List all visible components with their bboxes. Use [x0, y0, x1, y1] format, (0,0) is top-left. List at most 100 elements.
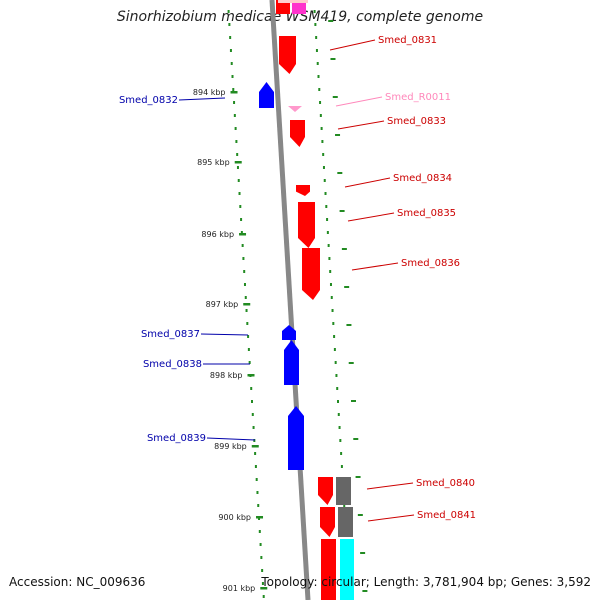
tick-dot-right [337, 400, 339, 403]
tick-dot-left [227, 10, 230, 13]
tick-dot-right [332, 322, 335, 325]
tick-dash-outer [339, 210, 345, 212]
tick-dot-left [239, 205, 242, 208]
gene-label-smed-0832: Smed_0832 [119, 95, 178, 106]
kbp-tick-label: 895 kbp [197, 158, 230, 167]
tick-dash-outer [328, 20, 334, 22]
kbp-tick-label: 898 kbp [210, 371, 243, 380]
summary-text: Topology: circular; Length: 3,781,904 bp… [261, 575, 591, 589]
tick-dot-right [323, 179, 326, 182]
tick-dot-right [329, 270, 332, 273]
kbp-tick-label: 899 kbp [214, 442, 247, 451]
tick-dot-left [229, 36, 232, 39]
tick-dot-left [253, 439, 256, 442]
tick-dot-right [315, 36, 318, 39]
tick-dot-right [319, 101, 322, 104]
gene-glyph-smed-r0011 [288, 106, 302, 112]
leader-line-smed-0834 [344, 177, 391, 188]
tick-dot-left [230, 62, 233, 65]
tick-dot-right [337, 413, 340, 416]
leader-line-smed-0836 [351, 262, 399, 271]
tick-dot-left [243, 283, 246, 286]
tick-dot-right [339, 439, 342, 442]
tick-dot-right [333, 335, 336, 338]
tick-dot-right [330, 296, 333, 299]
gene-label-smed-0835: Smed_0835 [397, 208, 456, 219]
gene-partial-top-light [278, 0, 308, 3]
tick-dash-outer [346, 324, 352, 326]
tick-dot-right [331, 309, 334, 312]
tick-dot-left [245, 309, 248, 312]
tick-dash-outer [357, 514, 363, 516]
backbone-line [269, 0, 311, 600]
gene-glyph-smed-0836 [302, 248, 320, 300]
tick-dot-left [262, 595, 265, 598]
tick-dot-left [256, 491, 259, 494]
tick-dot-left [240, 231, 243, 234]
tick-dash-outer [344, 286, 350, 288]
tick-dot-left [237, 179, 240, 182]
gene-label-smed-0834: Smed_0834 [393, 173, 452, 184]
tick-dot-left [231, 75, 234, 78]
tick-dot-left [246, 322, 249, 325]
leader-line-smed-0839 [206, 437, 256, 441]
leader-line-smed-0841 [367, 514, 415, 522]
tick-dash-outer [337, 172, 343, 174]
tick-dot-left [229, 49, 232, 52]
tick-dash-outer [332, 96, 338, 98]
tick-dot-right [335, 374, 338, 377]
tick-dash-outer [360, 552, 366, 554]
tick-dot-left [254, 465, 257, 468]
gene-glyph-smed-0832 [259, 82, 274, 108]
gene-glyph-smed-0838 [284, 340, 299, 385]
tick-dot-left [233, 101, 236, 104]
tick-dot-right [328, 257, 331, 260]
tick-dot-left [261, 569, 264, 572]
kbp-tick-mark [239, 233, 247, 236]
leader-line-smed-r0011 [335, 96, 383, 107]
tick-dot-left [248, 361, 251, 364]
leader-line-smed-0837 [200, 333, 249, 336]
tick-dash-outer [341, 248, 347, 250]
tick-dot-left [259, 543, 262, 546]
tick-dot-left [254, 452, 257, 455]
kbp-tick-mark [251, 445, 259, 448]
tick-dot-left [257, 504, 260, 507]
map-title: Sinorhizobium medicae WSM419, complete g… [116, 9, 484, 25]
gene-label-smed-0837: Smed_0837 [141, 329, 200, 340]
leader-line-smed-0840 [366, 482, 414, 490]
tick-dot-left [232, 88, 235, 91]
gene-label-smed-0831: Smed_0831 [378, 35, 437, 46]
kbp-tick-label: 894 kbp [193, 88, 226, 97]
tick-dot-right [326, 218, 329, 221]
tick-dot-right [319, 114, 322, 117]
tick-dot-right [324, 192, 327, 195]
tick-dot-left [261, 582, 264, 585]
gene-label-smed-0839: Smed_0839 [147, 433, 206, 444]
tick-dot-right [313, 10, 316, 13]
gene-label-smed-r0011: Smed_R0011 [385, 92, 451, 103]
tick-dot-right [318, 88, 321, 91]
tick-dot-left [241, 244, 244, 247]
tick-dash-outer [353, 438, 359, 440]
gene-glyph-smed-0840 [318, 477, 333, 505]
tick-dot-right [322, 166, 325, 169]
leader-line-smed-0835 [347, 212, 395, 222]
tick-dot-left [243, 270, 246, 273]
gene-glyph-smed-0841 [320, 507, 335, 537]
gene-label-smed-0836: Smed_0836 [401, 258, 460, 269]
gene-partial-top [276, 0, 290, 14]
tick-dot-left [244, 296, 247, 299]
tick-dot-left [236, 166, 239, 169]
tick-dot-right [321, 140, 324, 143]
tick-dot-left [236, 153, 239, 156]
tick-dot-right [340, 465, 343, 468]
tick-dot-right [317, 75, 320, 78]
kbp-tick-label: 896 kbp [201, 230, 234, 239]
tick-dash-outer [335, 134, 341, 136]
tick-dot-left [247, 348, 250, 351]
tick-dot-right [315, 49, 318, 52]
track-gray-block [336, 477, 351, 505]
gene-partial-top-magenta [292, 0, 306, 14]
